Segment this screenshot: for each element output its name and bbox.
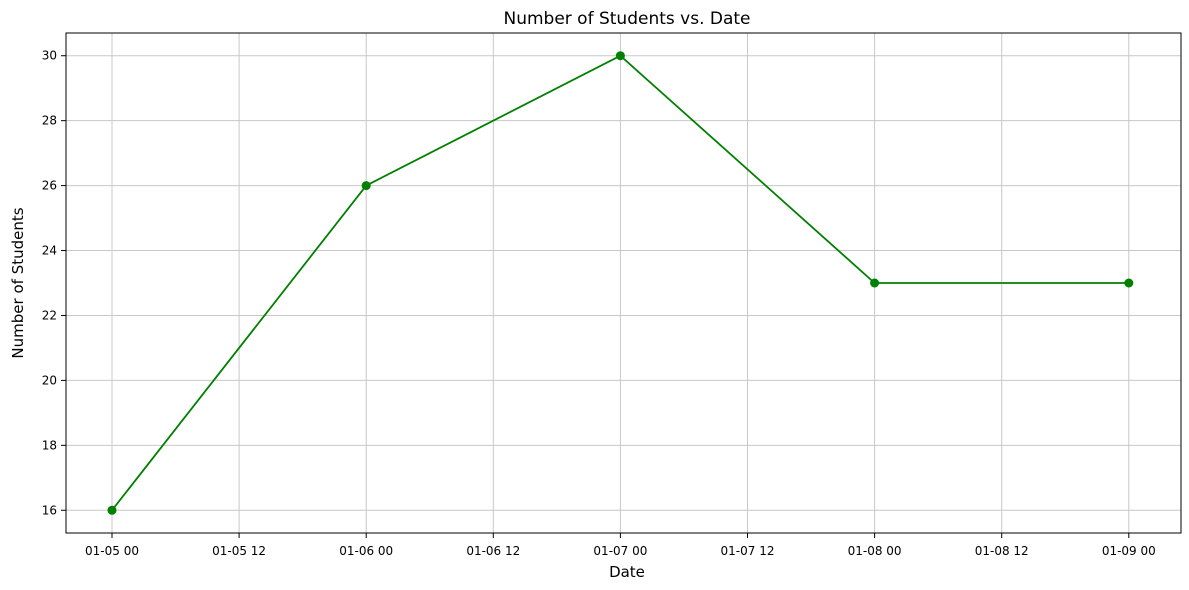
plot-frame [65,32,1182,534]
y-tick-label: 26 [42,179,57,193]
x-tick-label: 01-07 12 [721,544,775,558]
x-tick-label: 01-05 12 [212,544,266,558]
y-tick-label: 30 [42,49,57,63]
axis-ticks: 01-05 00 01-05 12 01-06 00 01-06 12 01-07 00… [42,49,1156,558]
data-point [615,51,625,61]
x-tick-label: 01-07 00 [593,544,647,558]
x-tick-label: 01-09 00 [1102,544,1156,558]
x-tick-label: 01-08 00 [848,544,902,558]
x-tick-label: 01-06 12 [466,544,520,558]
y-tick-label: 24 [42,244,57,258]
data-point [361,181,371,191]
chart-title: Number of Students vs. Date [503,9,750,29]
y-tick-label: 22 [42,308,57,322]
y-tick-label: 20 [42,373,57,387]
x-tick-label: 01-06 00 [339,544,393,558]
y-axis-label: Number of Students [9,207,27,358]
x-tick-label: 01-08 12 [975,544,1029,558]
series-layer [107,51,1134,515]
y-tick-label: 18 [42,438,57,452]
y-tick-label: 28 [42,114,57,128]
y-tick-label: 16 [42,503,57,517]
x-axis-label: Date [609,563,645,581]
data-point [870,278,880,288]
x-tick-label: 01-05 00 [85,544,139,558]
data-point [107,505,117,515]
data-point [1124,278,1134,288]
